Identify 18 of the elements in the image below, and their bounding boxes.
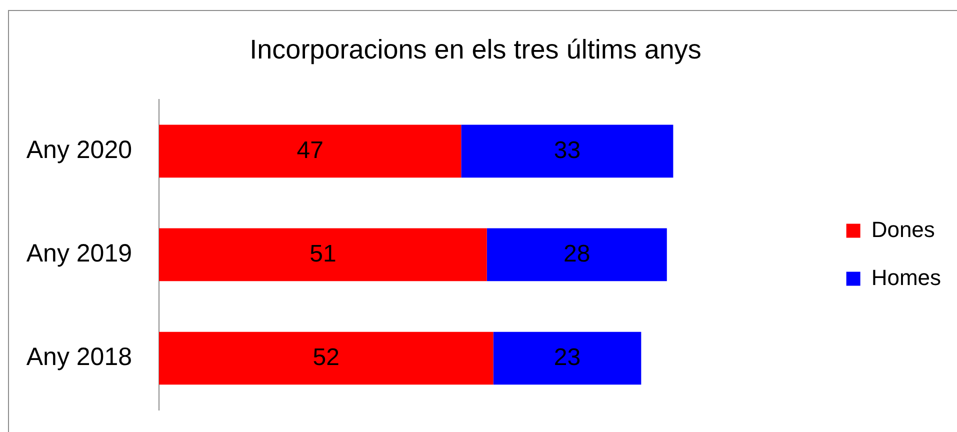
legend-label: Dones — [871, 216, 935, 242]
data-label: 47 — [296, 136, 324, 164]
bar — [159, 332, 494, 385]
bar — [159, 228, 487, 282]
data-label: 33 — [554, 136, 581, 164]
legend-label: Homes — [871, 264, 942, 290]
chart-title: Incorporacions en els tres últims anys — [250, 34, 702, 65]
data-label: 52 — [312, 344, 340, 371]
y-tick-label: Any 2019 — [26, 240, 132, 268]
bar — [493, 332, 642, 385]
y-tick-label: Any 2020 — [26, 136, 132, 164]
bar — [486, 228, 667, 282]
data-label: 28 — [564, 240, 590, 268]
bar — [461, 124, 674, 178]
data-label: 51 — [310, 240, 336, 268]
bar — [159, 124, 462, 178]
data-label: 23 — [554, 344, 581, 371]
y-tick-label: Any 2018 — [26, 343, 132, 372]
